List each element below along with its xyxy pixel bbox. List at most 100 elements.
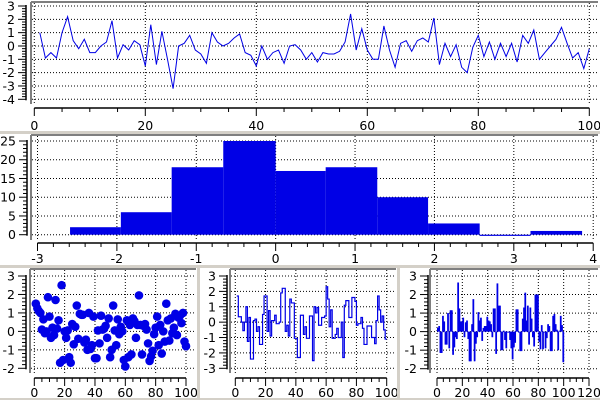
y-tick-label: -1 [405, 343, 417, 358]
bar [553, 314, 555, 332]
y-tick-label: 25 [0, 134, 16, 149]
scatter-point [105, 352, 115, 362]
bar [507, 331, 510, 333]
bar [540, 325, 543, 332]
x-tick-label: 40 [248, 118, 264, 133]
x-tick-label: 20 [57, 385, 73, 400]
bar [562, 331, 564, 363]
splitters [0, 131, 600, 400]
scatter-point [61, 333, 71, 343]
y-tick-label: -4 [3, 92, 16, 107]
bar [544, 331, 546, 349]
x-tick-label: 40 [87, 385, 103, 400]
histogram-bar [275, 170, 326, 235]
y-tick-label: 15 [0, 171, 16, 186]
bar [509, 331, 511, 340]
bar [500, 331, 502, 351]
y-tick-label: 3 [409, 269, 417, 284]
y-tick-label: 0 [409, 324, 417, 339]
x-tick-label: -3 [31, 251, 43, 266]
bar [502, 330, 505, 332]
splitter-handle-middle[interactable] [0, 265, 600, 268]
scatter-point [92, 353, 101, 363]
x-tick-label: 20 [137, 118, 153, 133]
scatter-point [143, 339, 153, 348]
bar [516, 309, 519, 332]
bar [488, 321, 491, 332]
bar [437, 327, 439, 332]
y-tick-label: 1 [208, 299, 216, 314]
bar [485, 326, 487, 332]
y-tick-label: -2 [3, 65, 15, 80]
bar [545, 331, 548, 339]
y-tick-label: 3 [7, 269, 15, 284]
bar [462, 317, 464, 332]
x-tick-label: 1 [351, 251, 359, 266]
bar [471, 324, 473, 332]
y-tick-label: -3 [3, 78, 15, 93]
bar [532, 331, 534, 338]
bar [463, 331, 465, 338]
x-tick-label: 80 [470, 118, 486, 133]
x-tick-label: 0 [272, 251, 280, 266]
scatter-point [152, 312, 162, 321]
y-tick-label: 0 [7, 38, 15, 53]
scatter-point [157, 349, 167, 358]
bar [530, 318, 532, 332]
splitter-handle-top[interactable] [0, 131, 600, 134]
y-tick-label: 1 [409, 306, 417, 321]
scatter-point [181, 341, 191, 351]
bar [440, 331, 443, 353]
splitter-handle-right[interactable] [397, 268, 400, 400]
x-tick-label: -2 [111, 251, 123, 266]
bar [445, 331, 448, 345]
bar [554, 324, 557, 332]
bar [506, 331, 508, 333]
bar-plot-panel: 3 2 1 0 -1 -2 0 20 40 60 80 100 120 [405, 268, 600, 400]
bar [461, 321, 463, 332]
bar [526, 305, 529, 332]
scatter-point [89, 312, 98, 321]
bar [548, 326, 550, 332]
bar [551, 331, 553, 352]
y-tick-label: 3 [7, 0, 15, 14]
bar [490, 324, 492, 332]
bar [552, 315, 554, 332]
scatter-point [121, 362, 130, 371]
bar [491, 331, 493, 338]
y-tick-label: 2 [208, 284, 216, 299]
bar [495, 331, 497, 354]
y-tick-label: 1 [7, 25, 15, 40]
scatter-point [155, 320, 165, 330]
bar [520, 331, 522, 352]
bar [473, 331, 475, 362]
splitter-handle-left[interactable] [197, 268, 200, 400]
x-tick-label: 60 [318, 385, 334, 400]
scatter-point [81, 335, 91, 344]
scatter-point [142, 325, 151, 334]
scatter-point [108, 301, 118, 310]
x-tick-label: 100 [375, 385, 399, 400]
x-tick-label: 100 [552, 385, 576, 400]
scatter-point [165, 336, 174, 345]
bar [472, 299, 474, 332]
scatter-point [161, 299, 171, 308]
bar [467, 331, 469, 340]
scatter-point [148, 346, 157, 356]
bar [523, 307, 525, 332]
plot-canvas [430, 269, 598, 373]
scatter-point [134, 291, 144, 300]
y-tick-label: -1 [3, 52, 15, 67]
y-tick-label: 0 [8, 227, 16, 242]
bar [478, 320, 481, 332]
bar [528, 331, 530, 345]
x-tick-label: 0 [433, 385, 441, 400]
bar [468, 331, 470, 362]
x-tick-label: 20 [454, 385, 470, 400]
bar [557, 331, 559, 351]
bottom-border [0, 398, 600, 400]
scatter-point [63, 326, 72, 335]
y-tick-label: 1 [7, 305, 15, 320]
